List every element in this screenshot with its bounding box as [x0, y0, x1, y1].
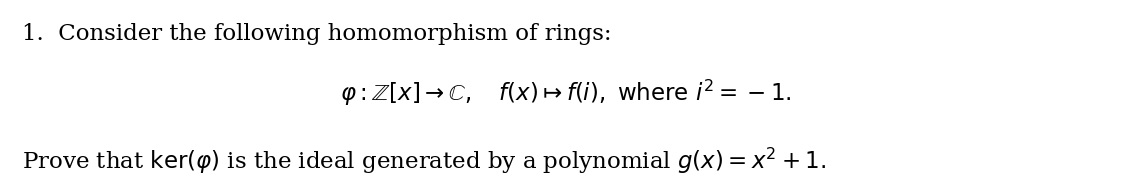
- Text: Prove that $\ker(\varphi)$ is the ideal generated by a polynomial $g(x) = x^2 + : Prove that $\ker(\varphi)$ is the ideal …: [22, 146, 826, 176]
- Text: 1.  Consider the following homomorphism of rings:: 1. Consider the following homomorphism o…: [22, 23, 611, 45]
- Text: $\varphi : \mathbb{Z}[x] \to \mathbb{C}, \quad f(x) \mapsto f(i), \text{ where }: $\varphi : \mathbb{Z}[x] \to \mathbb{C},…: [340, 78, 792, 108]
